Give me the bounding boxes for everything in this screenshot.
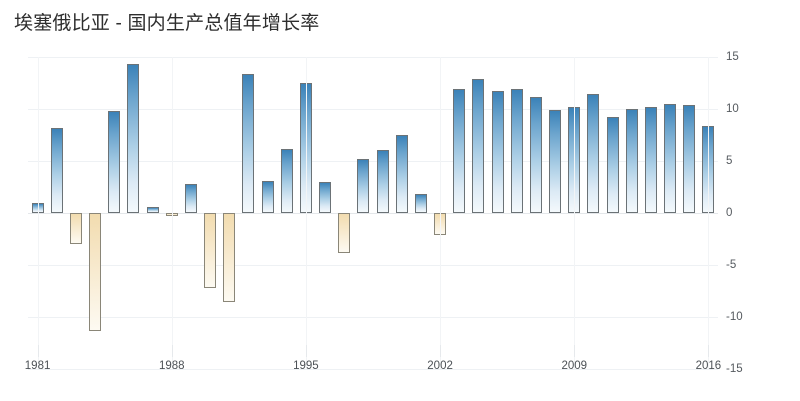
x-axis-tick-label: 2016 (695, 360, 722, 372)
bar[interactable] (319, 181, 332, 213)
bar[interactable] (683, 104, 696, 213)
bar[interactable] (165, 213, 178, 217)
bar[interactable] (261, 180, 274, 213)
bar[interactable] (414, 194, 427, 213)
bar[interactable] (280, 148, 293, 213)
bar[interactable] (510, 89, 523, 213)
y-axis-tick-label: 10 (726, 103, 739, 115)
bar[interactable] (644, 106, 657, 213)
bar[interactable] (223, 213, 236, 303)
bar[interactable] (625, 109, 638, 213)
chart-title: 埃塞俄比亚 - 国内生产总值年增长率 (14, 13, 320, 34)
bar[interactable] (108, 111, 121, 213)
bar[interactable] (529, 96, 542, 213)
plot-area (28, 57, 718, 370)
gridline-y-0 (28, 213, 718, 214)
bar[interactable] (184, 183, 197, 213)
x-axis-tick-mark (37, 345, 39, 357)
bar[interactable] (204, 213, 217, 288)
gridline-y--15 (28, 369, 718, 370)
bar[interactable] (89, 213, 102, 331)
bar[interactable] (587, 94, 600, 213)
x-axis-tick-mark (305, 345, 307, 357)
bar[interactable] (357, 158, 370, 213)
bar[interactable] (549, 110, 562, 213)
y-axis-tick-label: -10 (726, 311, 743, 323)
bar[interactable] (50, 127, 63, 213)
bar[interactable] (338, 213, 351, 253)
bar[interactable] (376, 149, 389, 213)
gridline-x-1988 (171, 57, 173, 369)
x-axis-tick-mark (440, 345, 442, 357)
bar[interactable] (242, 73, 255, 213)
bar[interactable] (472, 78, 485, 213)
x-axis-tick-label: 1995 (293, 360, 319, 372)
gridline-x-2016 (708, 57, 710, 369)
y-axis-tick-label: -15 (726, 363, 743, 375)
bar[interactable] (395, 135, 408, 213)
x-axis-tick-label: 1988 (158, 360, 185, 372)
bar[interactable] (453, 89, 466, 213)
bar[interactable] (664, 103, 677, 213)
y-axis-tick-label: 0 (726, 207, 733, 219)
gridline-y-5 (28, 161, 718, 162)
bar[interactable] (568, 106, 581, 213)
x-axis-tick-label: 2002 (427, 360, 453, 372)
gridline-y--5 (28, 265, 718, 266)
bar[interactable] (146, 206, 159, 213)
bar[interactable] (127, 64, 140, 213)
gridline-y--10 (28, 317, 718, 318)
gridline-x-2009 (574, 57, 576, 369)
bar[interactable] (69, 213, 82, 245)
y-axis-tick-label: 5 (726, 155, 733, 167)
bar[interactable] (491, 91, 504, 213)
x-axis-tick-mark (708, 345, 710, 357)
gridline-y-15 (28, 57, 718, 58)
x-axis-tick-label: 2009 (561, 360, 588, 372)
gridline-x-1995 (305, 57, 307, 369)
gridline-y-10 (28, 109, 718, 110)
y-axis-tick-label: -5 (726, 259, 737, 271)
gridline-x-2002 (440, 57, 442, 369)
gridline-x-1981 (37, 57, 39, 369)
x-axis-tick-mark (171, 345, 173, 357)
x-axis-tick-label: 1981 (24, 360, 51, 372)
x-axis-tick-mark (574, 345, 576, 357)
bar[interactable] (606, 117, 619, 213)
y-axis-tick-label: 15 (726, 51, 739, 63)
